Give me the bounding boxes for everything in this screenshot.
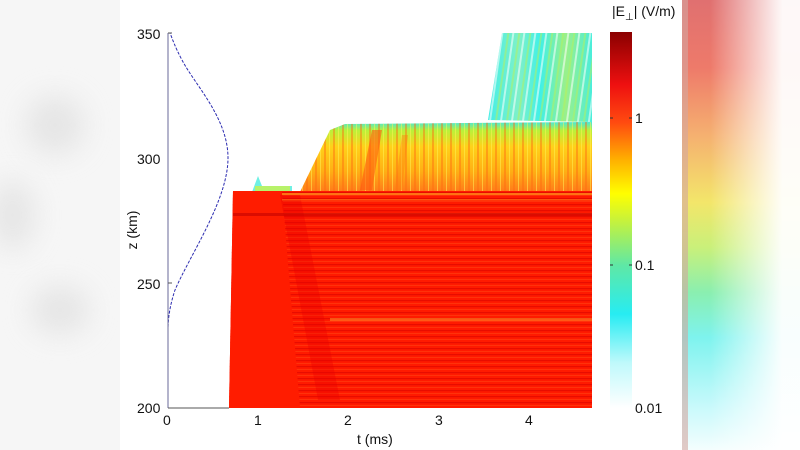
x-tick-1: 1 [254,412,262,428]
precursor-region [252,176,292,192]
x-tick-2: 2 [344,412,352,428]
background-blob [30,285,90,335]
x-tick-4: 4 [525,412,533,428]
colorbar-tick-0.1: 0.1 [635,257,655,273]
colorbar-tick-1: 1 [635,110,643,126]
background-blob [25,95,85,155]
upper-wave-region [488,33,592,122]
y-tick-300: 300 [137,151,161,167]
y-tick-350: 350 [137,26,161,42]
colorbar-title-subscript: ⊥ [624,11,634,23]
blurred-background-fade [710,0,800,450]
colorbar-title: |E⊥| (V/m) [612,3,675,23]
blurred-background-left [0,0,120,450]
colorbar-title-prefix: |E [612,3,625,19]
background-blob [0,180,35,250]
density-profile-curve [167,32,229,408]
x-tick-0: 0 [163,412,171,428]
y-tick-250: 250 [137,276,161,292]
x-tick-3: 3 [435,412,443,428]
y-axis-title: z (km) [124,210,140,250]
y-tick-200: 200 [137,400,161,416]
saturated-region [229,191,592,408]
colorbar-tick-0.01: 0.01 [635,400,663,416]
background-edge [682,0,688,450]
middle-turbulent-region [300,122,592,192]
colorbar-gradient [610,32,632,408]
colorbar-title-suffix: | (V/m) [633,3,676,19]
x-axis-title: t (ms) [357,431,393,447]
